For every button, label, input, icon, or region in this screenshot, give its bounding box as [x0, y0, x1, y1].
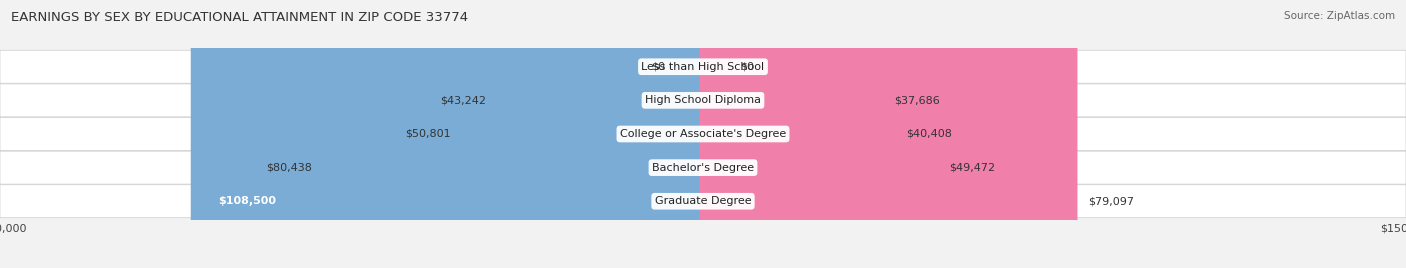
FancyBboxPatch shape [0, 84, 1406, 117]
FancyBboxPatch shape [0, 151, 1406, 184]
Text: $43,242: $43,242 [440, 95, 486, 105]
Text: $37,686: $37,686 [894, 95, 939, 105]
Text: $40,408: $40,408 [907, 129, 952, 139]
Text: EARNINGS BY SEX BY EDUCATIONAL ATTAINMENT IN ZIP CODE 33774: EARNINGS BY SEX BY EDUCATIONAL ATTAINMEN… [11, 11, 468, 24]
FancyBboxPatch shape [322, 0, 707, 268]
FancyBboxPatch shape [0, 185, 1406, 218]
FancyBboxPatch shape [461, 0, 707, 268]
FancyBboxPatch shape [0, 50, 1406, 83]
Text: $108,500: $108,500 [218, 196, 276, 206]
FancyBboxPatch shape [699, 0, 896, 268]
Text: Less than High School: Less than High School [641, 62, 765, 72]
Text: Source: ZipAtlas.com: Source: ZipAtlas.com [1284, 11, 1395, 21]
Text: $0: $0 [741, 62, 755, 72]
Text: High School Diploma: High School Diploma [645, 95, 761, 105]
Text: $80,438: $80,438 [266, 163, 312, 173]
FancyBboxPatch shape [191, 0, 707, 268]
Text: $0: $0 [651, 62, 665, 72]
FancyBboxPatch shape [0, 118, 1406, 150]
Text: $50,801: $50,801 [405, 129, 451, 139]
FancyBboxPatch shape [699, 0, 1077, 268]
Text: College or Associate's Degree: College or Associate's Degree [620, 129, 786, 139]
Text: Bachelor's Degree: Bachelor's Degree [652, 163, 754, 173]
FancyBboxPatch shape [699, 0, 939, 268]
Text: $79,097: $79,097 [1088, 196, 1133, 206]
FancyBboxPatch shape [496, 0, 707, 268]
Text: Graduate Degree: Graduate Degree [655, 196, 751, 206]
Text: $49,472: $49,472 [949, 163, 995, 173]
FancyBboxPatch shape [699, 0, 883, 268]
